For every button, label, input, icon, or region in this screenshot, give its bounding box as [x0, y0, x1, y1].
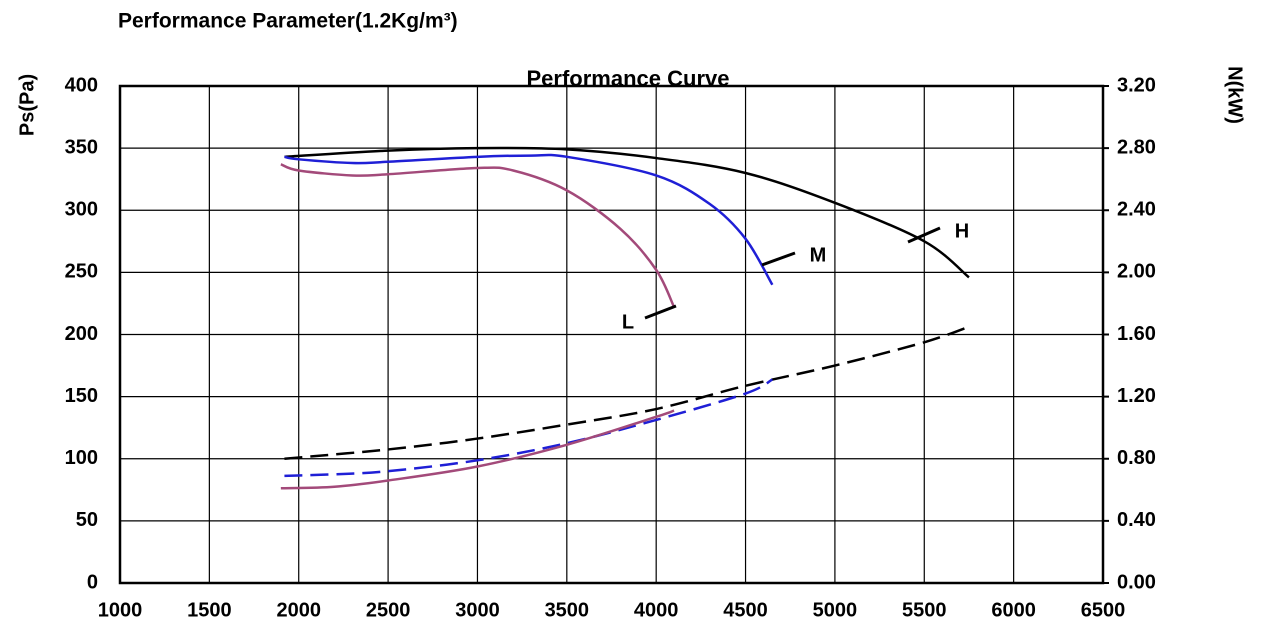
series-annotation: H — [955, 220, 969, 242]
x-tick-label: 5000 — [813, 599, 858, 621]
chart-title: Performance Parameter(1.2Kg/m³) — [118, 10, 458, 33]
y2-axis-label: N(kW) — [1224, 66, 1246, 124]
x-tick-label: 6000 — [991, 599, 1036, 621]
x-tick-label: 4500 — [723, 599, 768, 621]
series-annotation: L — [622, 311, 634, 333]
series-annotation: M — [810, 244, 827, 266]
annotation-leader — [761, 251, 796, 267]
y2-tick-label: 1.20 — [1117, 385, 1156, 407]
y2-tick-label: 2.00 — [1117, 261, 1156, 283]
x-tick-label: 2000 — [276, 599, 321, 621]
x-tick-label: 1000 — [98, 599, 143, 621]
annotation-leader — [907, 226, 941, 244]
annotation-leader — [644, 304, 677, 320]
y-tick-label: 300 — [65, 199, 98, 221]
x-tick-label: 3000 — [455, 599, 500, 621]
y-tick-label: 150 — [65, 385, 98, 407]
x-tick-label: 3500 — [545, 599, 590, 621]
y2-tick-label: 2.40 — [1117, 199, 1156, 221]
x-tick-label: 5500 — [902, 599, 947, 621]
series-line — [280, 409, 675, 490]
y-tick-label: 400 — [65, 74, 98, 96]
x-tick-label: 4000 — [634, 599, 679, 621]
series-line — [284, 378, 773, 478]
y-tick-label: 350 — [65, 136, 98, 158]
series-line — [284, 325, 970, 460]
series-line — [284, 153, 774, 286]
x-tick-label: 1500 — [187, 599, 232, 621]
y2-tick-label: 1.60 — [1117, 323, 1156, 345]
y2-tick-label: 3.20 — [1117, 74, 1156, 96]
plot-frame — [118, 84, 1105, 585]
y-axis-label: Ps(Pa) — [16, 74, 38, 136]
x-tick-label: 6500 — [1081, 599, 1126, 621]
series-line — [284, 146, 970, 279]
y-tick-label: 100 — [65, 447, 98, 469]
y-tick-label: 200 — [65, 323, 98, 345]
y2-tick-label: 2.80 — [1117, 136, 1156, 158]
series-line — [280, 163, 676, 308]
x-tick-label: 2500 — [366, 599, 411, 621]
y2-tick-label: 0.00 — [1117, 571, 1156, 593]
y2-tick-label: 0.40 — [1117, 509, 1156, 531]
y2-tick-label: 0.80 — [1117, 447, 1156, 469]
y-tick-label: 50 — [76, 509, 98, 531]
y-tick-label: 0 — [87, 571, 98, 593]
y-tick-label: 250 — [65, 261, 98, 283]
